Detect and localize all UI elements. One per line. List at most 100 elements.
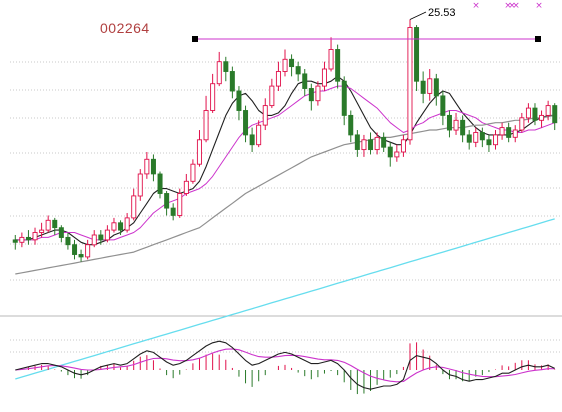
candle bbox=[446, 110, 452, 138]
candle-body-up bbox=[321, 68, 327, 87]
candle-body-up bbox=[545, 105, 551, 116]
candle-body-up bbox=[262, 105, 268, 126]
candle bbox=[236, 86, 242, 121]
candle-body-down bbox=[289, 58, 295, 68]
candle bbox=[407, 19, 413, 145]
candle bbox=[137, 169, 143, 201]
candle-body-up bbox=[131, 195, 137, 219]
candle-body-up bbox=[39, 229, 45, 233]
candle-body-down bbox=[170, 207, 176, 216]
candle bbox=[177, 188, 183, 218]
candle bbox=[335, 44, 341, 89]
candle-body-down bbox=[460, 119, 466, 136]
candle bbox=[203, 95, 209, 143]
stock-code-label: 002264 bbox=[100, 20, 150, 36]
candle-body-up bbox=[19, 236, 25, 243]
candle bbox=[52, 217, 58, 235]
ma-line-4 bbox=[15, 218, 555, 380]
candle-body-up bbox=[111, 222, 117, 231]
candle bbox=[39, 222, 45, 238]
candle-body-down bbox=[65, 236, 71, 246]
candle bbox=[183, 173, 189, 196]
candle bbox=[45, 215, 51, 233]
candle bbox=[532, 103, 538, 126]
candle-body-up bbox=[473, 132, 479, 143]
event-marker: × bbox=[535, 1, 543, 11]
candle-body-up bbox=[269, 85, 275, 107]
candle-body-up bbox=[328, 49, 334, 70]
candle-body-up bbox=[427, 78, 433, 94]
candle-body-down bbox=[308, 88, 314, 102]
candle bbox=[91, 230, 97, 248]
candle-body-down bbox=[72, 244, 78, 255]
ma-line-2 bbox=[15, 85, 555, 241]
candle bbox=[545, 100, 551, 121]
candle-body-down bbox=[157, 173, 163, 194]
candle-body-up bbox=[361, 139, 367, 151]
candle-body-up bbox=[525, 107, 531, 119]
candle bbox=[499, 122, 505, 140]
candle bbox=[361, 134, 367, 157]
candle-body-down bbox=[302, 73, 308, 89]
candle bbox=[539, 110, 545, 128]
candle bbox=[506, 122, 512, 143]
candle-body-down bbox=[348, 114, 354, 136]
candle-body-up bbox=[137, 173, 143, 197]
candle bbox=[216, 51, 222, 87]
candle-body-down bbox=[368, 139, 374, 151]
candle bbox=[32, 227, 38, 245]
candle bbox=[190, 159, 196, 184]
macd-dea-line bbox=[15, 348, 555, 383]
candle bbox=[315, 81, 321, 106]
candle bbox=[19, 232, 25, 248]
candle bbox=[453, 112, 459, 135]
candle bbox=[295, 61, 301, 82]
candle-body-up bbox=[183, 180, 189, 194]
marker-layer: × ××× × bbox=[472, 1, 543, 11]
candle-body-up bbox=[453, 119, 459, 131]
candle-body-down bbox=[295, 66, 301, 75]
candle bbox=[493, 130, 499, 150]
candle-body-up bbox=[493, 134, 499, 146]
candle bbox=[374, 132, 380, 155]
candle bbox=[381, 132, 387, 152]
candle-body-down bbox=[532, 107, 538, 121]
candle bbox=[262, 98, 268, 131]
candle bbox=[223, 56, 229, 82]
candle-body-up bbox=[394, 151, 400, 158]
candle-body-up bbox=[91, 234, 97, 246]
candle bbox=[354, 130, 360, 157]
candle bbox=[348, 110, 354, 143]
candle bbox=[150, 154, 156, 182]
candle bbox=[466, 130, 472, 150]
candle bbox=[170, 203, 176, 221]
candle bbox=[78, 249, 84, 262]
candle-body-down bbox=[25, 236, 31, 241]
candle-body-down bbox=[52, 219, 58, 229]
candle-body-up bbox=[32, 232, 38, 241]
candle bbox=[98, 230, 104, 245]
ma-line-1 bbox=[15, 75, 555, 246]
candle bbox=[85, 239, 91, 260]
macd-panel bbox=[15, 340, 556, 395]
candle-body-up bbox=[190, 163, 196, 182]
candle-body-down bbox=[78, 254, 84, 258]
candle-body-up bbox=[400, 139, 406, 153]
candle-body-up bbox=[45, 219, 51, 231]
candle bbox=[473, 127, 479, 148]
candle bbox=[302, 69, 308, 96]
candle bbox=[321, 61, 327, 91]
candle-body-down bbox=[381, 136, 387, 148]
grid-lines bbox=[0, 61, 562, 353]
candle bbox=[479, 127, 485, 148]
candle-body-up bbox=[499, 127, 505, 136]
candle bbox=[420, 71, 426, 104]
candle bbox=[164, 191, 170, 216]
candle bbox=[460, 115, 466, 143]
candle-body-down bbox=[150, 158, 156, 175]
candle bbox=[12, 234, 18, 250]
candle-body-down bbox=[249, 134, 255, 146]
candle bbox=[368, 132, 374, 155]
candle-body-up bbox=[104, 229, 110, 241]
